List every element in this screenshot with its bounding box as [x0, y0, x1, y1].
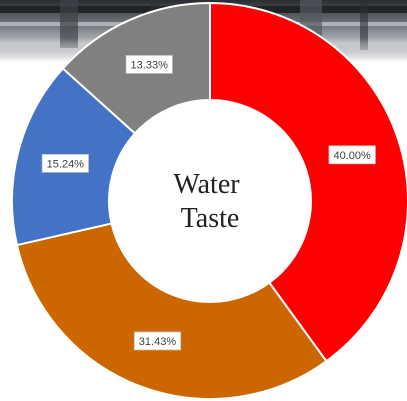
slice-data-labels: 40.00% 31.43% 15.24% 13.33% — [41, 55, 376, 351]
chart-title: Water Taste — [173, 169, 246, 234]
data-label-text-2: 15.24% — [47, 158, 85, 170]
donut-slice-0 — [209, 1, 407, 363]
donut-slices — [11, 1, 407, 400]
data-label-0: 40.00% — [328, 145, 376, 165]
data-label-box-1 — [133, 331, 182, 351]
data-label-box-0 — [328, 145, 376, 165]
chart-title-line-1: Water — [173, 169, 240, 200]
data-label-box-2 — [41, 153, 89, 173]
data-label-1: 31.43% — [133, 331, 182, 351]
donut-slice-1 — [15, 222, 328, 400]
data-label-text-1: 31.43% — [139, 336, 177, 348]
data-label-2: 15.24% — [41, 153, 89, 173]
data-label-text-3: 13.33% — [131, 59, 169, 71]
data-label-text-0: 40.00% — [334, 150, 372, 162]
data-label-3: 13.33% — [125, 55, 173, 74]
data-label-box-3 — [125, 55, 173, 74]
chart-title-line-2: Taste — [181, 203, 240, 234]
